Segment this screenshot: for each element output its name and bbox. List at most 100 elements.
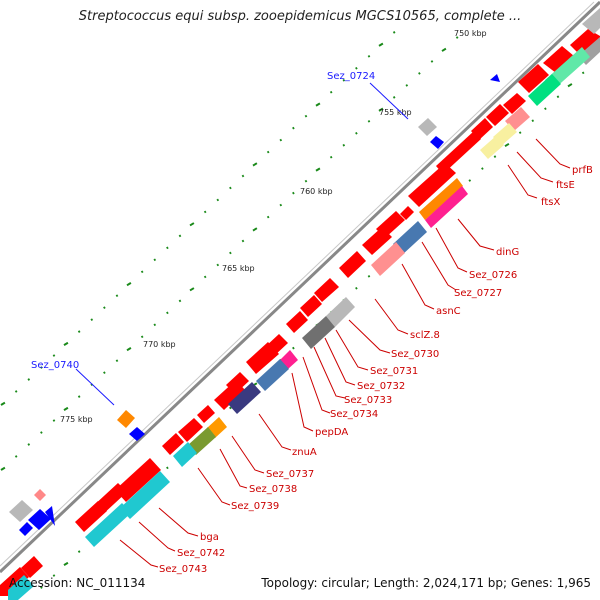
minor-tick — [203, 275, 207, 279]
major-tick — [315, 102, 321, 107]
minor-tick — [292, 126, 295, 130]
blue-feature-left-2 — [19, 522, 33, 536]
minor-tick — [77, 330, 81, 333]
gene-arrow — [75, 501, 107, 532]
band-cyan-2 — [120, 471, 170, 519]
minor-tick — [405, 84, 409, 87]
gene-label-sez-0734: Sez_0734 — [330, 409, 378, 420]
gene-label-sez-0739: Sez_0739 — [231, 501, 279, 512]
gene-arrow — [21, 556, 43, 578]
gene-label-sez-0738: Sez_0738 — [249, 484, 297, 495]
gene-arrow — [300, 295, 322, 317]
minor-tick — [430, 60, 434, 63]
major-tick — [441, 47, 447, 52]
minor-tick — [140, 270, 144, 274]
gene-label-sclz8: sclZ.8 — [410, 330, 440, 341]
forward-genes — [0, 29, 600, 596]
minor-tick — [266, 150, 270, 154]
gene-labels: prfB ftsE ftsX dinG Sez_0726 Sez_0727 as… — [159, 165, 593, 575]
minor-tick — [178, 234, 182, 238]
minor-tick — [216, 263, 220, 267]
minor-tick — [481, 167, 484, 170]
blue-arrow-0740 — [129, 427, 145, 441]
minor-tick — [342, 143, 346, 147]
minor-tick — [279, 203, 283, 207]
minor-tick — [115, 359, 119, 363]
blue-feature-left-1 — [28, 509, 51, 530]
minor-tick — [518, 131, 522, 135]
major-tick — [63, 341, 69, 347]
gene-label-znua: znuA — [292, 447, 317, 458]
minor-tick — [229, 251, 232, 255]
band-olive — [188, 427, 216, 455]
gene-arrow — [408, 163, 456, 207]
major-tick — [0, 401, 6, 406]
minor-tick — [493, 155, 497, 158]
minor-tick — [103, 306, 106, 310]
topology-text: Topology: circular; Length: 2,024,171 bp… — [261, 576, 591, 590]
minor-tick — [77, 550, 81, 553]
gene-arrow — [518, 64, 549, 93]
gene-label-bga: bga — [200, 532, 219, 543]
blue-arrow-0724 — [430, 136, 444, 149]
minor-tick — [531, 119, 535, 123]
gene-label-asnc: asnC — [436, 306, 461, 317]
callout-sez-0740: Sez_0740 — [31, 360, 79, 371]
annotation-bands — [8, 8, 600, 600]
major-tick — [189, 222, 195, 227]
minor-tick — [355, 66, 358, 70]
gene-label-sez-0732: Sez_0732 — [357, 381, 405, 392]
minor-tick — [455, 36, 459, 39]
minor-tick — [40, 586, 43, 589]
gray-feature-0724 — [418, 118, 437, 136]
minor-tick — [229, 406, 232, 410]
callout-labels: Sez_0724 Sez_0740 — [31, 71, 375, 371]
scale-label-750: 750 kbp — [454, 29, 487, 38]
gene-arrow — [314, 278, 339, 302]
minor-tick — [14, 390, 18, 393]
major-tick — [63, 561, 69, 567]
label-lines — [119, 138, 571, 568]
minor-tick — [355, 286, 358, 290]
minor-tick — [367, 54, 371, 58]
minor-tick — [392, 96, 396, 99]
minor-tick — [153, 258, 157, 262]
minor-tick — [27, 443, 31, 446]
gray-feature-left — [9, 500, 33, 522]
gene-arrow — [503, 93, 526, 114]
major-tick — [315, 167, 321, 172]
gene-arrow — [543, 46, 574, 73]
band-cyan-3 — [85, 503, 131, 547]
minor-tick — [329, 90, 333, 94]
gene-label-sez-0726: Sez_0726 — [469, 270, 517, 281]
band-pink-2 — [371, 242, 405, 276]
minor-tick — [77, 395, 81, 398]
minor-tick — [367, 119, 371, 123]
blue-marker-750 — [490, 74, 500, 82]
band-gray — [582, 8, 600, 34]
major-tick — [63, 406, 69, 412]
band-cyan-4 — [8, 575, 34, 600]
minor-tick — [367, 274, 371, 278]
minor-tick — [304, 114, 308, 118]
gene-label-sez-0733: Sez_0733 — [344, 395, 392, 406]
gene-arrow — [197, 405, 215, 423]
gene-arrow — [339, 251, 366, 278]
gene-label-ftse: ftsE — [556, 180, 575, 191]
minor-tick — [229, 186, 232, 190]
gene-arrow — [436, 131, 481, 174]
minor-tick — [266, 215, 270, 219]
minor-tick — [103, 371, 106, 375]
band-steel — [393, 221, 427, 255]
gene-arrow — [486, 104, 509, 126]
band-gray-2 — [326, 297, 355, 327]
minor-tick — [166, 246, 169, 250]
major-tick — [378, 42, 384, 47]
major-tick — [504, 142, 510, 148]
scale-label-760: 760 kbp — [300, 187, 333, 196]
major-tick — [252, 162, 258, 167]
major-tick — [252, 227, 258, 232]
major-tick — [0, 466, 6, 471]
gene-label-prfb: prfB — [572, 165, 593, 176]
minor-tick — [392, 31, 396, 34]
